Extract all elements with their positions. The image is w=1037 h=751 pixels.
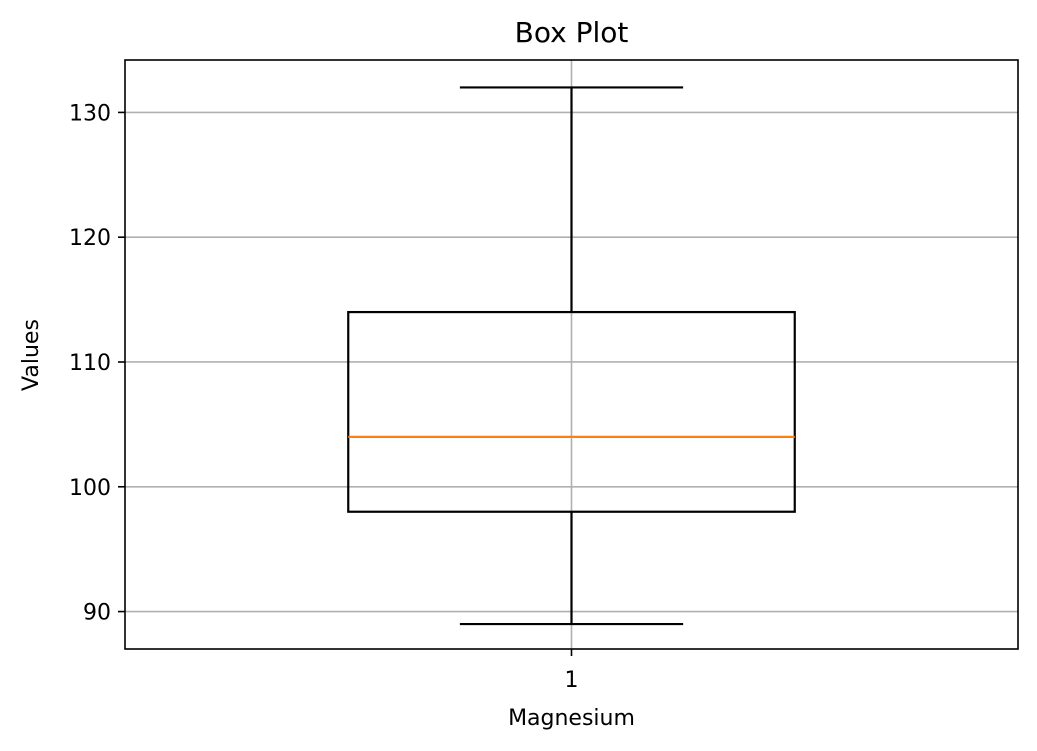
y-tick-label: 100: [69, 476, 111, 501]
x-axis-ticks: 1: [565, 649, 579, 693]
x-axis-label: Magnesium: [508, 706, 635, 731]
y-tick-label: 130: [69, 101, 111, 126]
x-tick-label: 1: [565, 668, 579, 693]
chart-title: Box Plot: [515, 16, 629, 49]
y-tick-label: 110: [69, 351, 111, 376]
box-layer: [347, 86, 796, 626]
y-tick-label: 120: [69, 226, 111, 251]
y-axis-label: Values: [19, 319, 44, 391]
iqr-box: [347, 310, 796, 513]
y-axis-ticks: 90 100 110 120 130: [69, 101, 125, 626]
y-tick-label: 90: [83, 601, 111, 626]
